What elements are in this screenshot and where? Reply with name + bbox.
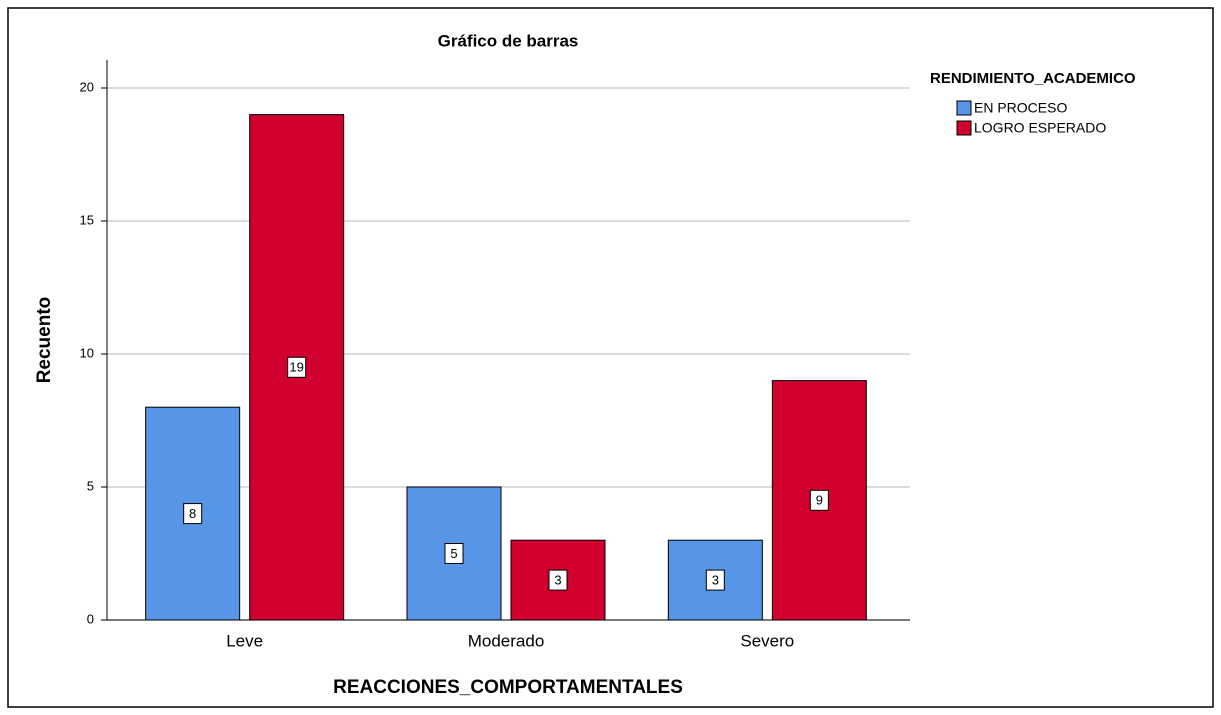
y-tick-label: 10 [80,345,94,360]
data-label: 19 [289,360,303,375]
legend-swatch [956,100,972,116]
y-axis-label: Recuento [34,297,55,384]
x-tick-label: Moderado [468,631,545,650]
data-label-box [705,569,725,591]
x-tick-label: Severo [740,631,794,650]
data-label-box [809,489,829,511]
legend-label: EN PROCESO [974,100,1067,116]
y-tick-label: 5 [87,478,94,493]
legend-swatch [956,120,972,136]
data-label: 3 [712,573,719,588]
data-label: 5 [450,546,457,561]
data-label-box [183,503,203,525]
data-label: 8 [189,506,196,521]
legend-label: LOGRO ESPERADO [974,120,1106,136]
y-tick-label: 20 [80,79,94,94]
data-label-box [444,543,464,564]
y-tick-label: 15 [80,212,94,227]
x-tick-label: Leve [226,631,263,650]
y-tick-label: 0 [87,611,94,626]
data-label: 3 [554,573,561,588]
data-label-box [287,356,307,378]
legend-title: RENDIMIENTO_ACADEMICO [930,70,1136,87]
data-label: 9 [816,493,823,508]
chart-title: Gráfico de barras [438,31,579,50]
x-axis-label: REACCIONES_COMPORTAMENTALES [333,677,683,698]
data-label-box [548,569,568,591]
